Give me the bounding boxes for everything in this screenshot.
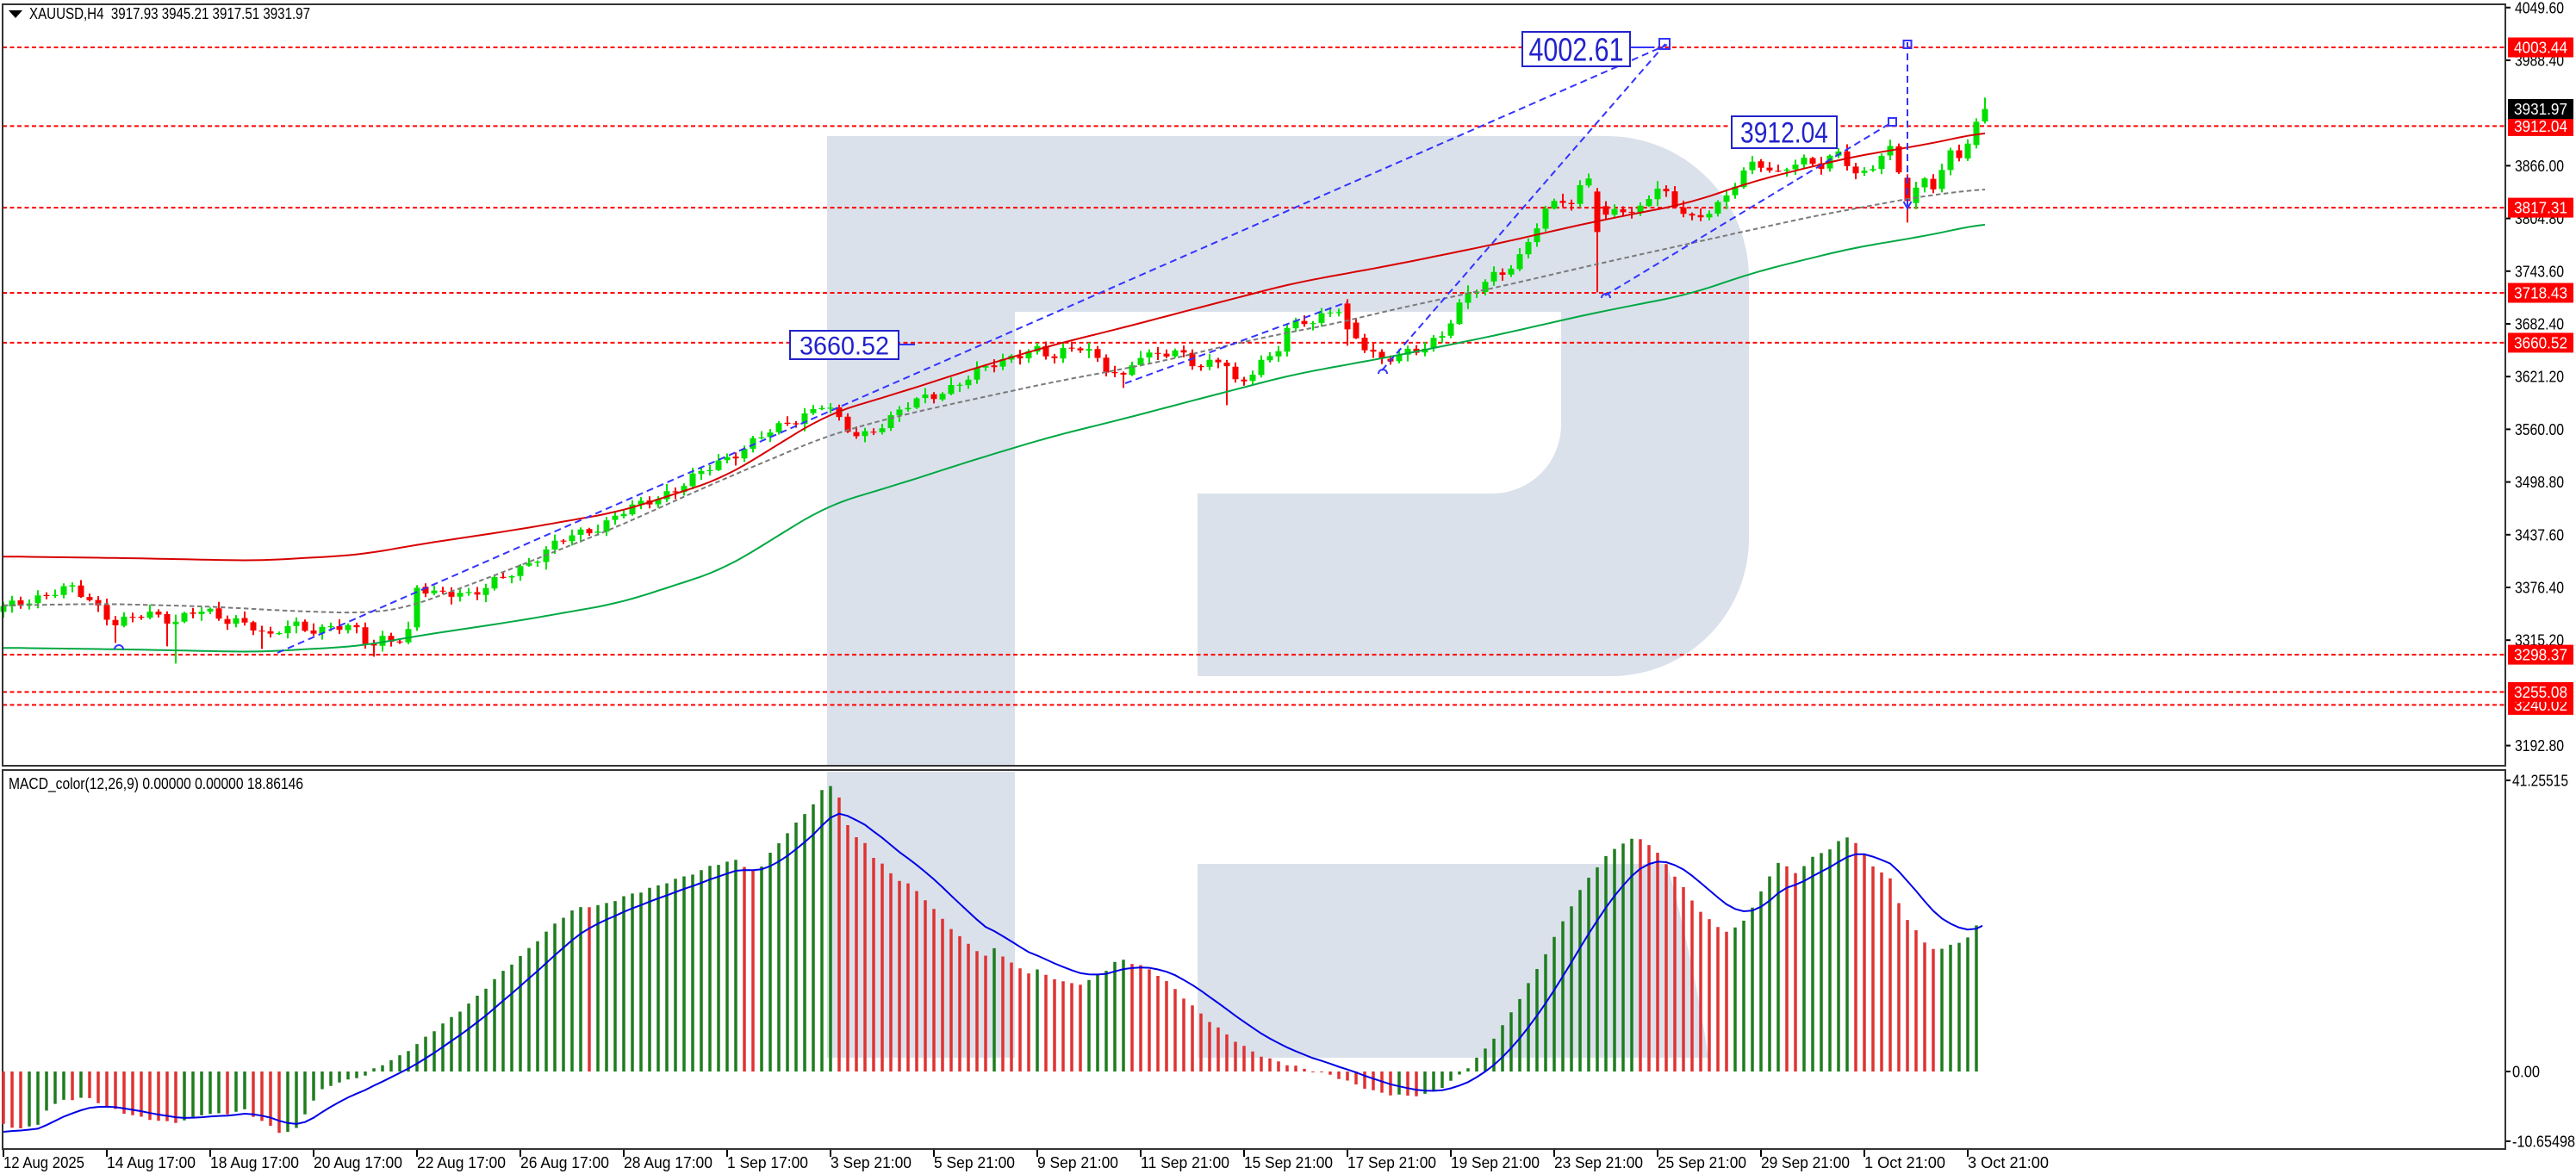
- svg-text:0.00: 0.00: [2512, 1064, 2540, 1081]
- svg-text:5 Sep 21:00: 5 Sep 21:00: [934, 1154, 1015, 1171]
- svg-text:3 Oct 21:00: 3 Oct 21:00: [1968, 1154, 2049, 1171]
- svg-text:25 Sep 21:00: 25 Sep 21:00: [1658, 1154, 1746, 1171]
- svg-text:1 Sep 17:00: 1 Sep 17:00: [727, 1154, 808, 1171]
- svg-text:9 Sep 21:00: 9 Sep 21:00: [1037, 1154, 1118, 1171]
- svg-text:41.25515: 41.25515: [2512, 773, 2568, 790]
- svg-text:3192.80: 3192.80: [2515, 737, 2564, 755]
- svg-text:3376.40: 3376.40: [2515, 580, 2564, 597]
- svg-text:22 Aug 17:00: 22 Aug 17:00: [417, 1154, 506, 1171]
- svg-text:20 Aug 17:00: 20 Aug 17:00: [314, 1154, 402, 1171]
- svg-text:23 Sep 21:00: 23 Sep 21:00: [1554, 1154, 1643, 1171]
- svg-text:3621.20: 3621.20: [2515, 369, 2564, 386]
- svg-text:12 Aug 2025: 12 Aug 2025: [3, 1154, 84, 1171]
- svg-text:3437.60: 3437.60: [2515, 526, 2564, 544]
- svg-text:3743.60: 3743.60: [2515, 263, 2564, 280]
- svg-text:3 Sep 21:00: 3 Sep 21:00: [831, 1154, 912, 1171]
- svg-text:1 Oct 21:00: 1 Oct 21:00: [1864, 1154, 1945, 1171]
- svg-text:19 Sep 21:00: 19 Sep 21:00: [1451, 1154, 1540, 1171]
- svg-text:29 Sep 21:00: 29 Sep 21:00: [1761, 1154, 1850, 1171]
- svg-text:3912.04: 3912.04: [2514, 118, 2567, 135]
- svg-text:4049.60: 4049.60: [2515, 0, 2564, 16]
- svg-text:3255.08: 3255.08: [2514, 684, 2567, 701]
- svg-text:3718.43: 3718.43: [2514, 285, 2567, 302]
- svg-text:4003.44: 4003.44: [2514, 40, 2567, 57]
- svg-text:11 Sep 21:00: 11 Sep 21:00: [1141, 1154, 1229, 1171]
- svg-text:14 Aug 17:00: 14 Aug 17:00: [107, 1154, 196, 1171]
- svg-text:3912.04: 3912.04: [1740, 117, 1828, 150]
- svg-text:3660.52: 3660.52: [2514, 334, 2567, 351]
- svg-text:3298.37: 3298.37: [2514, 647, 2567, 664]
- svg-text:28 Aug 17:00: 28 Aug 17:00: [624, 1154, 712, 1171]
- svg-text:3866.00: 3866.00: [2515, 158, 2564, 175]
- svg-text:3498.80: 3498.80: [2515, 474, 2564, 491]
- svg-text:18 Aug 17:00: 18 Aug 17:00: [210, 1154, 299, 1171]
- svg-text:26 Aug 17:00: 26 Aug 17:00: [520, 1154, 609, 1171]
- svg-text:3931.97: 3931.97: [2514, 101, 2567, 118]
- svg-text:17 Sep 21:00: 17 Sep 21:00: [1347, 1154, 1436, 1171]
- svg-text:XAUUSD,H4 3917.93 3945.21 391: XAUUSD,H4 3917.93 3945.21 3917.51 3931.9…: [29, 5, 310, 22]
- svg-text:3682.40: 3682.40: [2515, 316, 2564, 333]
- svg-text:15 Sep 21:00: 15 Sep 21:00: [1244, 1154, 1333, 1171]
- svg-text:-10.65498: -10.65498: [2512, 1134, 2575, 1151]
- svg-text:3660.52: 3660.52: [800, 332, 889, 360]
- svg-text:MACD_color(12,26,9) 0.00000 0.: MACD_color(12,26,9) 0.00000 0.00000 18.8…: [9, 775, 303, 793]
- svg-text:3817.31: 3817.31: [2514, 200, 2567, 217]
- svg-text:3560.00: 3560.00: [2515, 421, 2564, 438]
- svg-text:4002.61: 4002.61: [1529, 33, 1624, 69]
